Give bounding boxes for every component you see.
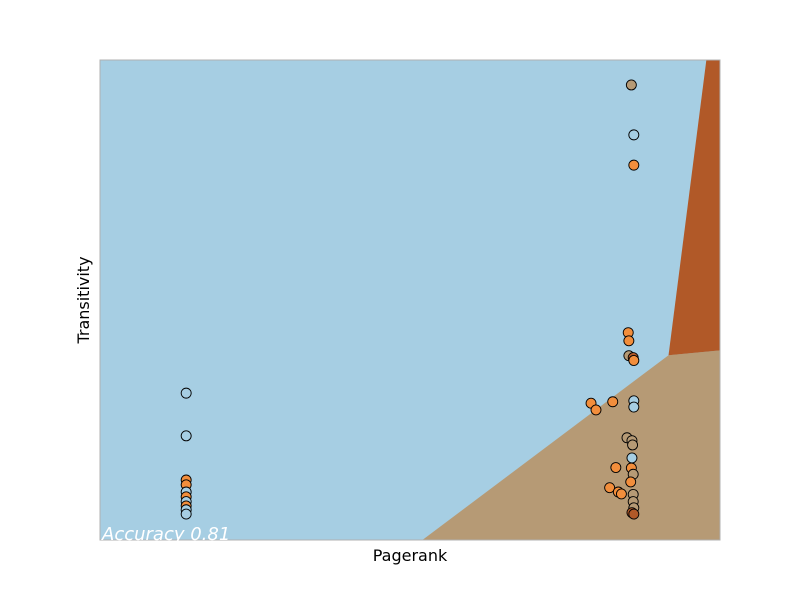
x-axis-label: Pagerank	[373, 546, 448, 565]
y-axis-label: Transitivity	[74, 256, 93, 344]
data-point	[180, 430, 192, 442]
plot-frame	[99, 59, 721, 541]
region-class-c	[668, 60, 720, 356]
data-point	[604, 482, 616, 494]
data-point	[628, 401, 640, 413]
data-point	[628, 129, 640, 141]
data-point	[610, 462, 622, 473]
data-point	[628, 159, 640, 171]
plot-area	[100, 60, 720, 540]
region-class-b	[422, 350, 720, 540]
data-point	[625, 79, 637, 91]
data-point	[625, 476, 637, 488]
accuracy-annotation: Accuracy 0.81	[101, 524, 230, 545]
data-point	[623, 335, 635, 347]
data-point	[607, 396, 619, 408]
data-point	[626, 452, 638, 464]
data-point	[628, 508, 640, 520]
decision-regions	[100, 60, 720, 540]
data-point	[180, 387, 192, 399]
data-point	[615, 488, 627, 500]
data-point	[180, 508, 192, 520]
data-point	[628, 355, 640, 366]
data-points	[180, 79, 640, 520]
data-point	[590, 404, 602, 416]
data-point	[627, 439, 639, 451]
